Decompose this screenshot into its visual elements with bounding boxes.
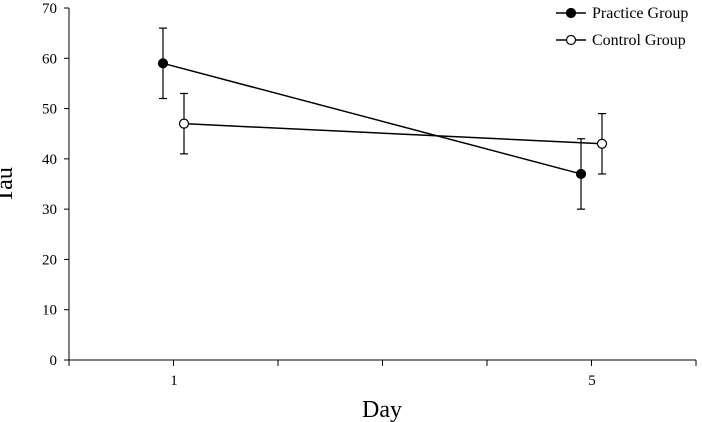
legend-marker	[565, 7, 577, 19]
y-tick-label: 40	[42, 152, 57, 168]
series-line	[162, 62, 582, 175]
series-line	[183, 122, 603, 145]
x-tick-label: 5	[588, 373, 596, 389]
y-ticks: 0 10 20 30 40 50 60 70	[42, 1, 69, 369]
y-tick-label: 50	[42, 102, 57, 118]
data-point	[178, 118, 190, 129]
legend: Practice Group Control Group	[556, 5, 688, 49]
y-tick-label: 10	[42, 303, 57, 319]
legend-label: Control Group	[592, 32, 686, 49]
data-point	[157, 58, 169, 69]
series-control-group	[178, 92, 608, 175]
series-layer	[157, 27, 608, 210]
x-axis-title: Day	[362, 397, 402, 422]
legend-marker	[565, 34, 577, 46]
legend-label: Practice Group	[592, 5, 688, 22]
y-tick-label: 30	[42, 202, 57, 218]
y-axis-title: Tau	[0, 167, 18, 203]
x-tick-label: 1	[170, 373, 178, 389]
y-tick-label: 60	[42, 51, 57, 67]
y-tick-label: 0	[50, 353, 58, 369]
y-tick-label: 70	[42, 1, 57, 17]
data-point	[575, 168, 587, 180]
y-tick-label: 20	[42, 252, 57, 268]
data-point	[596, 138, 608, 149]
series-practice-group	[157, 27, 587, 210]
